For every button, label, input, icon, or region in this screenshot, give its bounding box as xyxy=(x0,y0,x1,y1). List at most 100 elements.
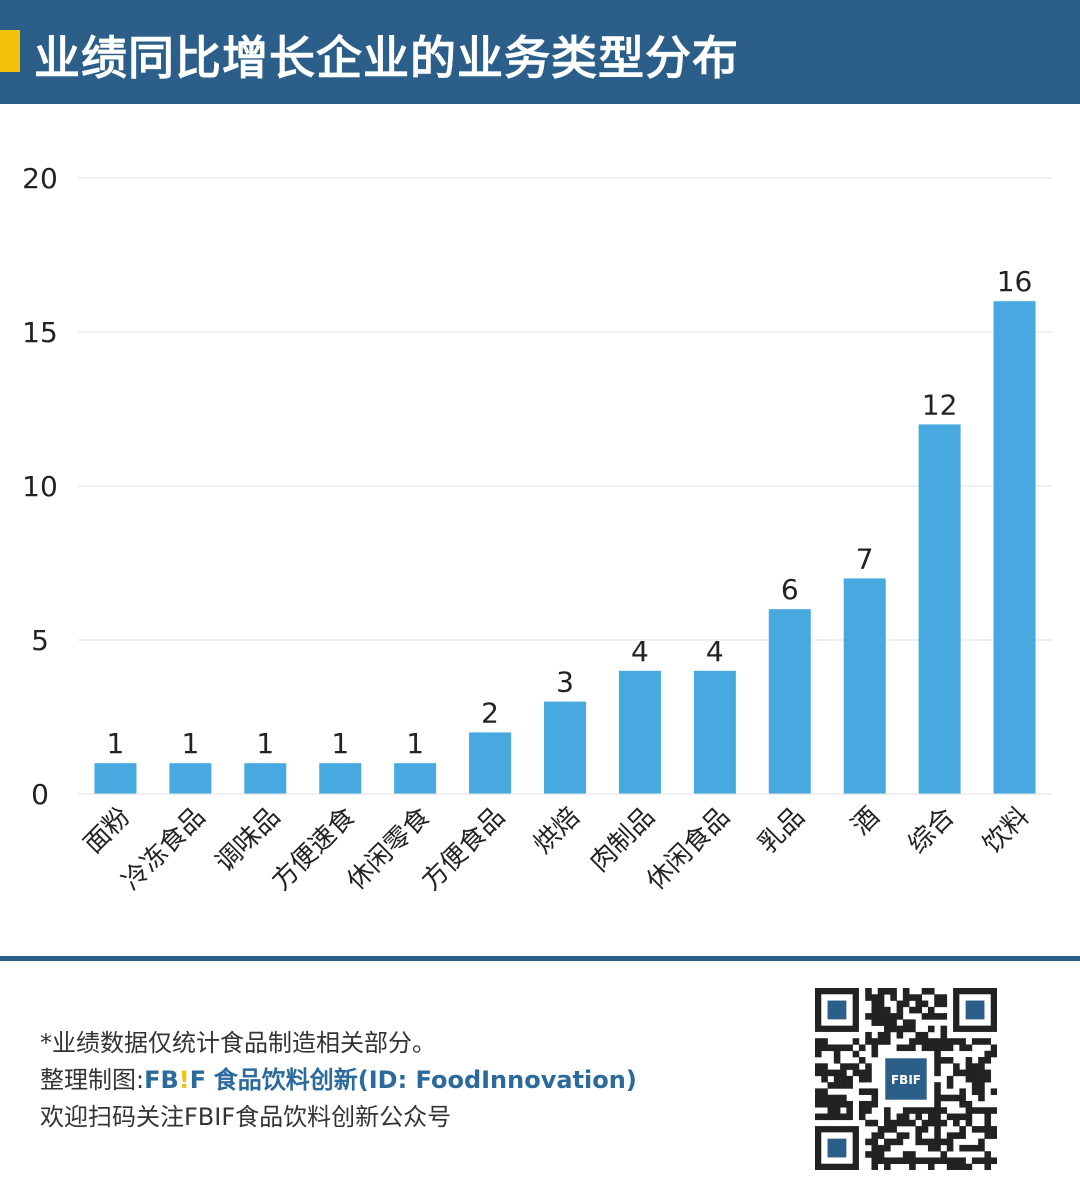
bar xyxy=(94,763,137,794)
qr-module xyxy=(990,1050,997,1058)
qr-module xyxy=(946,1144,954,1152)
qr-module xyxy=(934,1119,941,1127)
qr-module xyxy=(896,1119,904,1127)
qr-module xyxy=(871,1006,879,1014)
qr-module xyxy=(815,1063,822,1070)
qr-module xyxy=(902,988,910,995)
qr-module xyxy=(896,1006,904,1014)
qr-module xyxy=(978,1157,985,1165)
qr-module xyxy=(909,1044,916,1052)
qr-module xyxy=(984,1126,992,1133)
qr-module xyxy=(871,1119,879,1127)
qr-module xyxy=(965,1144,973,1152)
qr-module xyxy=(984,1075,992,1083)
qr-module xyxy=(902,1119,910,1127)
qr-module xyxy=(921,1119,929,1127)
qr-module xyxy=(815,1038,822,1045)
qr-module xyxy=(871,1151,879,1158)
x-tick-label: 冷冻食品 xyxy=(117,802,212,897)
qr-module xyxy=(940,1000,948,1008)
qr-module xyxy=(946,1075,954,1083)
qr-module xyxy=(934,994,941,1001)
qr-module xyxy=(915,1113,922,1121)
qr-module xyxy=(846,1113,853,1121)
qr-module xyxy=(927,1157,935,1165)
qr-module xyxy=(978,1088,985,1095)
qr-module xyxy=(902,1113,910,1121)
qr-module xyxy=(884,1107,891,1114)
qr-module xyxy=(877,1144,885,1152)
qr-module xyxy=(934,1063,941,1070)
header-bar: 业绩同比增长企业的业务类型分布 xyxy=(0,0,1080,104)
qr-module xyxy=(984,1069,992,1077)
qr-module xyxy=(915,1006,922,1014)
qr-module xyxy=(990,1044,997,1052)
qr-module xyxy=(978,1144,985,1152)
qr-module xyxy=(953,1113,960,1121)
qr-module xyxy=(871,994,879,1001)
qr-code[interactable]: FBIF xyxy=(815,988,997,1170)
qr-module xyxy=(871,1100,879,1108)
qr-module xyxy=(852,1050,860,1058)
header-accent xyxy=(0,30,20,72)
qr-module xyxy=(971,1038,979,1045)
qr-module xyxy=(846,1107,853,1114)
qr-module xyxy=(990,1126,997,1133)
qr-module xyxy=(934,1138,941,1146)
qr-module xyxy=(884,1144,891,1152)
qr-module xyxy=(871,1044,879,1052)
qr-module xyxy=(871,1038,879,1045)
qr-module xyxy=(915,1132,922,1139)
qr-module xyxy=(959,1163,966,1170)
qr-module xyxy=(959,1144,966,1152)
qr-module xyxy=(978,1126,985,1133)
qr-module xyxy=(978,1038,985,1045)
qr-module xyxy=(915,1038,922,1045)
qr-module xyxy=(815,1069,822,1077)
qr-module xyxy=(877,1151,885,1158)
qr-module xyxy=(858,1075,866,1083)
qr-module xyxy=(984,1163,992,1170)
qr-module xyxy=(833,1094,841,1102)
qr-module xyxy=(921,1107,929,1114)
qr-module xyxy=(871,1000,879,1008)
qr-module xyxy=(877,1013,885,1020)
page-title: 业绩同比增长企业的业务类型分布 xyxy=(34,31,739,85)
qr-module xyxy=(902,1132,910,1139)
qr-module xyxy=(953,1163,960,1170)
x-tick-label: 乳品 xyxy=(753,802,811,860)
x-tick-label: 酒 xyxy=(846,802,886,842)
qr-module xyxy=(940,1025,948,1033)
qr-module xyxy=(940,1107,948,1114)
qr-finder-core xyxy=(827,1000,847,1020)
qr-module xyxy=(840,1075,847,1083)
qr-module xyxy=(940,1151,948,1158)
y-tick-label: 15 xyxy=(22,316,58,349)
qr-module xyxy=(896,1044,904,1052)
qr-module xyxy=(884,1138,891,1146)
qr-module xyxy=(871,1144,879,1152)
qr-module xyxy=(865,988,872,995)
qr-finder-core xyxy=(827,1138,847,1158)
qr-module xyxy=(965,1163,973,1170)
qr-module xyxy=(934,1100,941,1108)
qr-module xyxy=(827,1107,835,1114)
qr-module xyxy=(890,1013,897,1020)
qr-module xyxy=(896,1031,904,1039)
qr-module xyxy=(915,1157,922,1165)
data-label: 16 xyxy=(997,265,1033,298)
qr-module xyxy=(953,1132,960,1139)
qr-module xyxy=(984,1107,992,1114)
qr-module xyxy=(865,994,872,1001)
qr-module xyxy=(865,1031,872,1039)
qr-module xyxy=(965,1063,973,1070)
qr-module xyxy=(890,988,897,995)
qr-module xyxy=(896,1000,904,1008)
qr-module xyxy=(909,1038,916,1045)
qr-module xyxy=(927,1013,935,1020)
qr-module xyxy=(884,1113,891,1121)
qr-module xyxy=(833,1082,841,1089)
qr-module xyxy=(865,1063,872,1070)
qr-module xyxy=(896,1157,904,1165)
bar xyxy=(244,763,287,794)
